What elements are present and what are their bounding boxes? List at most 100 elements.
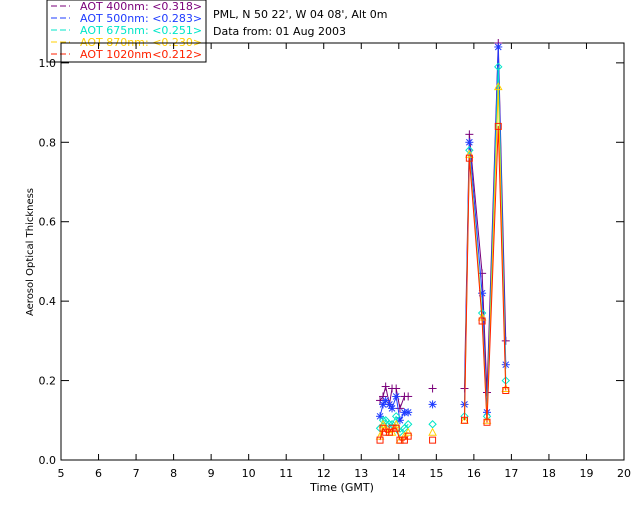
series-1-point-0-d2 <box>376 412 384 420</box>
series-4-point-0 <box>376 436 384 444</box>
series-1-point-11-d2 <box>466 138 473 146</box>
series-4-line-2 <box>463 125 507 423</box>
series-0-point-11 <box>465 130 474 139</box>
series-1-point-9-d2 <box>429 401 436 408</box>
series-1-point-14 <box>494 42 503 51</box>
series-4-point-13-shape <box>483 418 491 426</box>
x-tick-label-19: 19 <box>579 467 593 480</box>
series-1-point-11 <box>465 138 474 147</box>
y-axis-label: Aerosol Optical Thickness <box>25 188 36 316</box>
series-4-point-4 <box>388 424 396 432</box>
series-4-point-15-shape <box>502 387 510 394</box>
series-3-point-8-shape <box>403 427 413 436</box>
series-3-point-13-shape <box>482 415 492 424</box>
series-1-point-1 <box>379 400 388 409</box>
x-axis-label: Time (GMT) <box>309 481 374 494</box>
series-3-point-1-shape <box>378 419 388 428</box>
series-3-point-13 <box>482 415 492 424</box>
y-tick-label-2: 0.4 <box>39 295 57 308</box>
series-4-point-2-shape <box>382 428 390 436</box>
series-4-point-9 <box>429 436 437 444</box>
series-4-point-12-shape <box>478 317 486 325</box>
chart-title-line-1: PML, N 50 22', W 04 08', Alt 0m <box>213 8 387 21</box>
series-2 <box>375 62 510 437</box>
series-4-point-13 <box>483 418 491 426</box>
x-tick-label-5: 5 <box>58 467 65 480</box>
series-4-point-10-shape <box>460 416 468 424</box>
series-3-line-2 <box>463 86 507 421</box>
series-3-point-8 <box>403 427 413 436</box>
x-tick-label-18: 18 <box>542 467 556 480</box>
series-0-point-8 <box>404 392 413 401</box>
legend-box <box>46 0 207 63</box>
legend-label-1: AOT 500nm <box>80 12 145 25</box>
x-tick-label-20: 20 <box>617 467 631 480</box>
legend-label-4: AOT 1020nm <box>80 48 152 61</box>
x-tick-label-16: 16 <box>467 467 481 480</box>
series-4-point-10 <box>460 416 468 424</box>
series-4-point-2 <box>382 428 390 436</box>
series-3-point-5 <box>391 419 401 428</box>
series-4-point-7 <box>400 436 408 444</box>
series-1-point-9 <box>428 400 437 409</box>
x-tick-label-7: 7 <box>133 467 140 480</box>
series-4-point-4-shape <box>388 424 396 432</box>
legend: AOT 400nm: <0.318>AOT 500nm: <0.283>AOT … <box>46 0 207 63</box>
series-3-point-11 <box>465 149 474 158</box>
series-1-point-1-d2 <box>379 401 387 408</box>
series-3-point-11-shape <box>465 149 474 158</box>
series-4-point-8 <box>404 432 412 440</box>
series-3-point-5-shape <box>391 419 401 428</box>
y-tick-label-3: 0.6 <box>39 216 57 229</box>
series-0-point-2 <box>381 382 390 391</box>
series-2-point-9 <box>428 420 437 429</box>
series-2-point-14-shape <box>494 62 503 72</box>
x-tick-label-17: 17 <box>504 467 518 480</box>
series-4-point-6 <box>396 436 404 444</box>
series-4-point-5 <box>392 424 400 432</box>
series-3-point-15 <box>501 383 511 393</box>
series-3-point-9 <box>428 427 437 436</box>
series-1-point-5 <box>392 392 401 401</box>
series-3-point-15-shape <box>501 383 511 393</box>
series-4-point-14-shape <box>494 122 502 130</box>
legend-mean-1: : <0.283> <box>145 12 202 25</box>
series-1-point-4 <box>388 404 397 413</box>
series-1-point-2-d2 <box>382 397 390 404</box>
series-4-point-11-shape <box>465 154 473 162</box>
y-tick-label-4: 0.8 <box>39 136 57 149</box>
series-4-point-11 <box>465 154 473 162</box>
series-4-point-7-shape <box>400 436 408 444</box>
plot-frame <box>60 42 625 461</box>
x-tick-label-11: 11 <box>279 467 293 480</box>
series-3-point-9-shape <box>428 427 437 436</box>
series-3-point-7-shape <box>400 431 409 440</box>
series-0-point-5 <box>392 384 401 393</box>
y-tick-label-0: 0.0 <box>39 454 57 467</box>
axes: 5 6 7 8 9 10 11 12 13 14 15 16 17 18 19 20 0.0 0.2 0.4 0.6 0… <box>39 43 631 480</box>
series-4-point-15 <box>502 387 510 394</box>
series-1 <box>376 42 510 425</box>
legend-mean-0: : <0.318> <box>145 0 202 13</box>
title-block: PML, N 50 22', W 04 08', Alt 0m Data fro… <box>213 8 387 38</box>
series-1-point-4-d2 <box>388 405 396 412</box>
y-tick-label-1: 0.2 <box>39 375 57 388</box>
series-3-point-7 <box>400 431 409 440</box>
series-layer <box>375 39 511 444</box>
x-tick-label-6: 6 <box>95 467 102 480</box>
series-0-point-6 <box>395 404 404 413</box>
series-2-point-14 <box>494 62 503 72</box>
x-tick-label-8: 8 <box>170 467 177 480</box>
x-tick-label-15: 15 <box>429 467 443 480</box>
series-4-point-5-shape <box>392 424 400 432</box>
series-1-point-3-d2 <box>386 401 393 408</box>
legend-label-2: AOT 675nm <box>80 24 145 37</box>
plot-area: 5 6 7 8 9 10 11 12 13 14 15 16 17 18 19 20 0.0 0.2 0.4 0.6 0… <box>39 39 631 480</box>
series-1-point-14-d2 <box>494 43 502 51</box>
x-tick-label-14: 14 <box>392 467 406 480</box>
series-3-point-1 <box>378 419 388 428</box>
y-tick-label-5: 1.0 <box>39 57 57 70</box>
x-tick-label-9: 9 <box>208 467 215 480</box>
